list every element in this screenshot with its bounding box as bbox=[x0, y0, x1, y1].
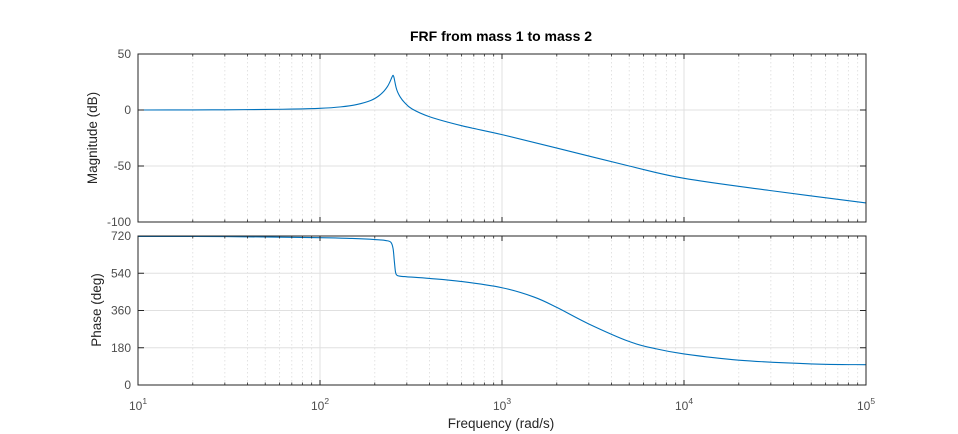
phase-y-tick-label: 720 bbox=[111, 229, 131, 243]
x-tick-label: 103 bbox=[493, 396, 511, 413]
x-tick-label: 104 bbox=[675, 396, 693, 413]
phase-ylabel: Phase (deg) bbox=[89, 273, 104, 347]
x-tick-label: 105 bbox=[857, 396, 875, 413]
magnitude-y-tick-label: 0 bbox=[124, 103, 131, 117]
magnitude-y-tick-label: 50 bbox=[118, 47, 132, 61]
phase-y-tick-label: 0 bbox=[124, 378, 131, 392]
x-tick-label: 101 bbox=[129, 396, 147, 413]
phase-y-tick-label: 540 bbox=[111, 266, 131, 280]
phase-ticks: 0 180 360 540 720 bbox=[111, 229, 867, 392]
x-tick-labels: 101 102 103 104 105 bbox=[129, 396, 875, 413]
magnitude-y-tick-label: -100 bbox=[107, 215, 131, 229]
x-tick-label: 102 bbox=[311, 396, 329, 413]
phase-y-tick-label: 360 bbox=[111, 304, 131, 318]
magnitude-plot: -100 -50 0 50 Magnitude (dB) bbox=[85, 47, 867, 229]
magnitude-ylabel: Magnitude (dB) bbox=[85, 92, 100, 184]
phase-y-tick-label: 180 bbox=[111, 341, 131, 355]
magnitude-ticks: -100 -50 0 50 bbox=[107, 47, 867, 229]
chart-title: FRF from mass 1 to mass 2 bbox=[410, 28, 592, 44]
phase-series-line bbox=[137, 235, 867, 366]
magnitude-y-tick-label: -50 bbox=[114, 159, 132, 173]
magnitude-series-line bbox=[137, 74, 867, 204]
phase-plot: 0 180 360 540 720 Phase (deg) bbox=[89, 229, 867, 392]
x-axis-label: Frequency (rad/s) bbox=[448, 416, 555, 431]
